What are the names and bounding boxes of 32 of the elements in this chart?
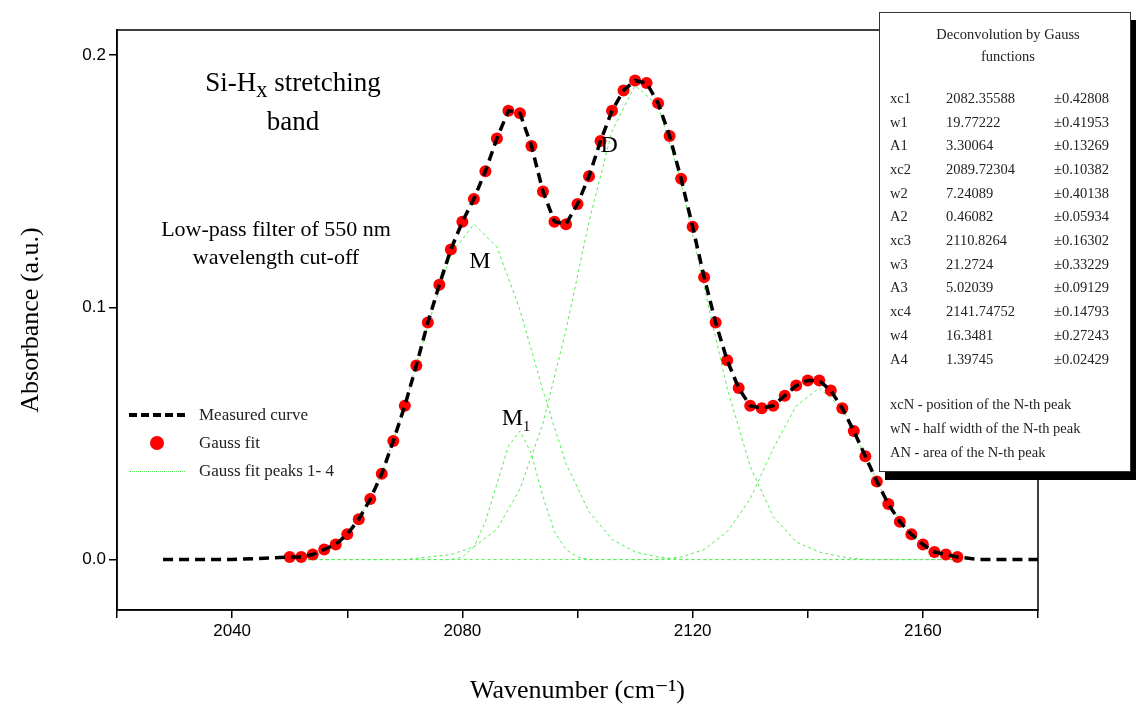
text: A2 0.46082 ±0.05934 [890,208,1110,225]
legend-label: Measured curve [199,405,309,426]
y-tick-label: 0.2 [82,44,106,64]
text: xc2 2089.72304 ±0.10382 [890,161,1110,177]
x-tick-label: 2120 [673,620,712,640]
y-tick-label: 0.0 [82,549,106,569]
x-tick-label: 2160 [903,620,942,640]
annotation: wN - half width of the N-th peak [890,419,1082,438]
text: A1 3.30064 ±0.13269 [890,137,1110,154]
x-tick-label: 2080 [443,620,482,640]
text: xc4 2141.74752 ±0.14793 [890,303,1110,320]
text: xc1 2082.35588 ±0.42808 [890,89,1110,106]
text: w1 19.77222 ±0.41953 [890,113,1110,130]
annotation: xcN - position of the N-th peak [890,396,1073,415]
annotation: M [469,247,491,274]
text: A3 5.02039 ±0.09129 [890,279,1110,296]
x-tick-label: 2040 [213,620,252,640]
annotation: D [600,130,618,157]
annotation: Deconvolution by Gauss functions [935,25,1081,67]
annotation: Si-H$_{x}$ stretching band [204,66,382,138]
x-axis-title: Wavenumber (cm⁻¹) [469,675,686,705]
annotation: Low-pass filter of 550 nm wavelength cut-off [160,215,392,270]
text: xc3 2110.8264 ±0.16302 [890,232,1110,249]
text: w3 21.2724 ±0.33229 [890,255,1110,272]
legend-label: Gauss fit peaks 1- 4 [199,461,335,482]
annotation: AN - area of the N-th peak [890,443,1047,462]
text: w4 16.3481 ±0.27243 [890,326,1110,343]
y-axis-title: Absorbance (a.u.) [15,227,45,413]
text: w2 7.24089 ±0.40138 [890,184,1110,201]
text: A4 1.39745 ±0.02429 [890,350,1110,367]
y-tick-label: 0.1 [82,297,106,317]
legend-label: Gauss fit [199,433,260,454]
